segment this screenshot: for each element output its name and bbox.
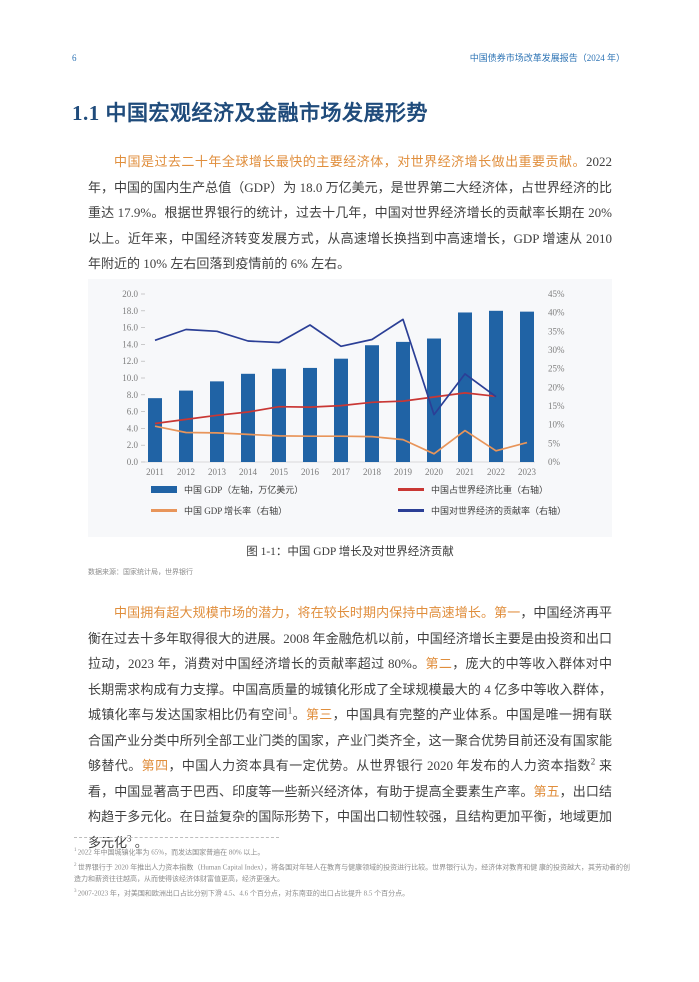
legend-item: 中国占世界经济比重（右轴） bbox=[398, 483, 612, 496]
footnote: 1 2022 年中国城镇化率为 65%，而发达国家普遍在 80% 以上。 bbox=[74, 848, 265, 857]
svg-text:14.0: 14.0 bbox=[122, 339, 138, 349]
svg-text:2.0: 2.0 bbox=[127, 440, 139, 450]
svg-text:2015: 2015 bbox=[270, 467, 289, 477]
legend-label: 中国 GDP 增长率（右轴） bbox=[184, 506, 288, 516]
chart-legend: 中国 GDP（左轴，万亿美元） 中国占世界经济比重（右轴） 中国 GDP 增长率（右… bbox=[151, 483, 612, 517]
svg-text:10%: 10% bbox=[548, 420, 565, 430]
svg-text:16.0: 16.0 bbox=[122, 323, 138, 333]
figure-source: 数据来源：国家统计局，世界银行 bbox=[88, 568, 193, 576]
svg-text:25%: 25% bbox=[548, 364, 565, 374]
svg-text:30%: 30% bbox=[548, 345, 565, 355]
svg-text:2023: 2023 bbox=[518, 467, 537, 477]
svg-text:2019: 2019 bbox=[394, 467, 413, 477]
svg-text:2017: 2017 bbox=[332, 467, 351, 477]
svg-text:12.0: 12.0 bbox=[122, 356, 138, 366]
footnote: 2 世界银行于 2020 年推出人力资本指数（Human Capital Ind… bbox=[74, 862, 631, 883]
svg-text:2011: 2011 bbox=[146, 467, 164, 477]
svg-text:40%: 40% bbox=[548, 308, 565, 318]
svg-text:2013: 2013 bbox=[208, 467, 227, 477]
svg-text:2016: 2016 bbox=[301, 467, 320, 477]
footnote: 3 2007-2023 年，对美国和欧洲出口占比分别下滑 4.5、4.6 个百分… bbox=[74, 889, 410, 898]
page-number: 6 bbox=[72, 53, 77, 63]
svg-text:20%: 20% bbox=[548, 382, 565, 392]
footnotes: 1 2022 年中国城镇化率为 65%，而发达国家普遍在 80% 以上。 2 世界… bbox=[74, 845, 630, 901]
svg-text:2021: 2021 bbox=[456, 467, 474, 477]
svg-text:0%: 0% bbox=[548, 457, 561, 467]
legend-label: 中国对世界经济的贡献率（右轴） bbox=[431, 506, 567, 516]
svg-text:20.0: 20.0 bbox=[122, 289, 138, 299]
legend-item: 中国 GDP（左轴，万亿美元） bbox=[151, 483, 398, 496]
svg-text:15%: 15% bbox=[548, 401, 565, 411]
svg-text:4.0: 4.0 bbox=[127, 423, 139, 433]
legend-bar-swatch-icon bbox=[151, 486, 177, 493]
svg-text:2022: 2022 bbox=[487, 467, 505, 477]
svg-text:45%: 45% bbox=[548, 289, 565, 299]
figure-caption: 图 1-1：中国 GDP 增长及对世界经济贡献 bbox=[246, 546, 454, 558]
svg-text:18.0: 18.0 bbox=[122, 306, 138, 316]
legend-label: 中国 GDP（左轴，万亿美元） bbox=[184, 485, 304, 495]
svg-text:8.0: 8.0 bbox=[127, 390, 139, 400]
legend-item: 中国 GDP 增长率（右轴） bbox=[151, 504, 398, 517]
figure-chart-area: 0.0 2.0 4.0 6.0 8.0 10.0 12.0 14.0 16.0 18.0 20.0 0… bbox=[88, 279, 612, 537]
running-title: 中国债券市场改革发展报告（2024 年） bbox=[469, 53, 625, 63]
legend-line-swatch-icon bbox=[398, 509, 424, 512]
legend-line-swatch-icon bbox=[398, 488, 424, 491]
paragraph-intro: 中国是过去二十年全球增长最快的主要经济体，对世界经济增长做出重要贡献。2022 … bbox=[88, 154, 612, 271]
page-header: 6 中国债券市场改革发展报告（2024 年） bbox=[72, 51, 625, 64]
legend-line-swatch-icon bbox=[151, 509, 177, 512]
section-title: 1.1 中国宏观经济及金融市场发展形势 bbox=[72, 101, 428, 125]
paragraph-market-potential: 中国拥有超大规模市场的潜力，将在较长时期内保持中高速增长。第一，中国经济再平衡在… bbox=[88, 605, 612, 850]
svg-text:2018: 2018 bbox=[363, 467, 382, 477]
svg-text:10.0: 10.0 bbox=[122, 373, 138, 383]
svg-text:2014: 2014 bbox=[239, 467, 258, 477]
legend-item: 中国对世界经济的贡献率（右轴） bbox=[398, 504, 612, 517]
svg-text:0.0: 0.0 bbox=[127, 457, 139, 467]
svg-text:5%: 5% bbox=[548, 438, 561, 448]
svg-text:35%: 35% bbox=[548, 326, 565, 336]
footnote-separator bbox=[74, 837, 279, 838]
gdp-chart-svg: 0.0 2.0 4.0 6.0 8.0 10.0 12.0 14.0 16.0 18.0 20.0 0… bbox=[122, 289, 565, 477]
svg-text:6.0: 6.0 bbox=[127, 407, 139, 417]
svg-text:2020: 2020 bbox=[425, 467, 444, 477]
legend-label: 中国占世界经济比重（右轴） bbox=[431, 485, 549, 495]
svg-text:2012: 2012 bbox=[177, 467, 195, 477]
